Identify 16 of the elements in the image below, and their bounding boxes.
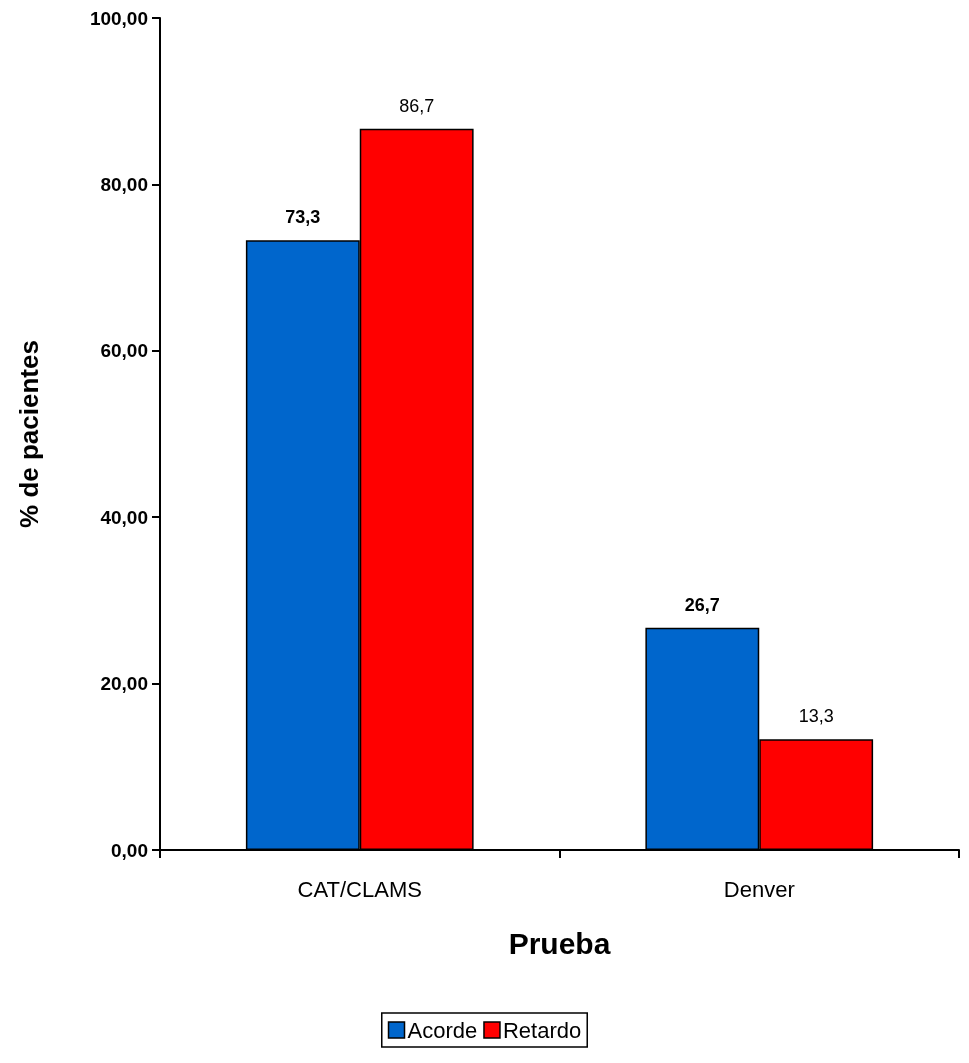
y-tick-label: 0,00 [111, 839, 148, 861]
y-tick-label: 80,00 [100, 173, 148, 195]
y-tick-label: 100,00 [89, 7, 148, 29]
y-tick-label: 20,00 [100, 673, 148, 695]
y-tick-label: 40,00 [100, 506, 148, 528]
data-label: 13,3 [798, 706, 834, 727]
data-label: 86,7 [399, 95, 435, 116]
x-tick-label: Denver [723, 876, 795, 902]
legend-label: Acorde [407, 1017, 478, 1043]
y-axis-title: % de pacientes [14, 340, 44, 528]
data-label: 73,3 [285, 207, 321, 228]
data-label: 26,7 [684, 594, 720, 615]
y-tick-label: 60,00 [100, 340, 148, 362]
legend-label: Retardo [502, 1017, 582, 1043]
x-tick-label: CAT/CLAMS [297, 876, 422, 902]
x-axis-title: Prueba [508, 926, 611, 960]
